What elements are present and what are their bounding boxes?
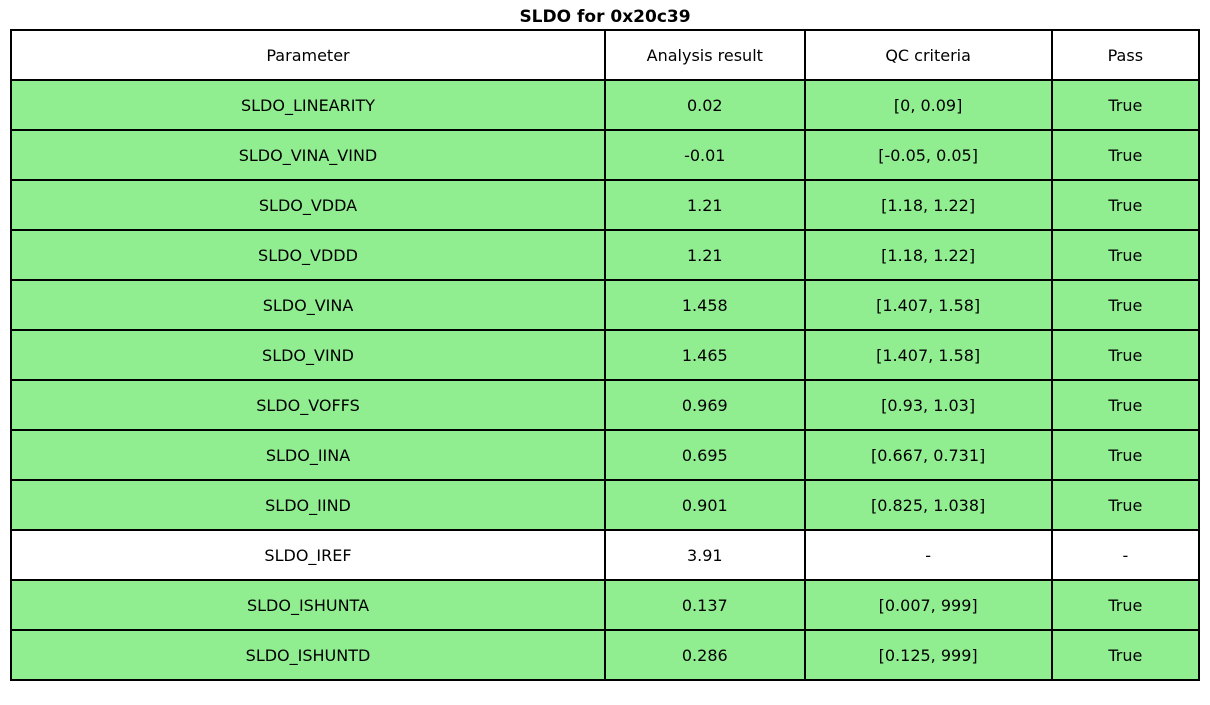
column-header-parameter: Parameter <box>10 29 606 81</box>
analysis-result-cell: 0.02 <box>604 79 806 131</box>
analysis-result-cell: 0.286 <box>604 629 806 681</box>
analysis-result-cell: 1.465 <box>604 329 806 381</box>
qc-criteria-cell: [1.18, 1.22] <box>803 229 1053 281</box>
qc-criteria-cell: [0, 0.09] <box>803 79 1053 131</box>
table-row: SLDO_VINA_VIND -0.01 [-0.05, 0.05] True <box>10 129 1201 181</box>
table-row: SLDO_VOFFS 0.969 [0.93, 1.03] True <box>10 379 1201 431</box>
analysis-result-cell: 0.969 <box>604 379 806 431</box>
pass-cell: True <box>1050 479 1201 531</box>
qc-criteria-cell: [1.407, 1.58] <box>803 279 1053 331</box>
pass-cell: True <box>1050 179 1201 231</box>
column-header-analysis-result: Analysis result <box>604 29 806 81</box>
header-row: Parameter Analysis result QC criteria Pa… <box>10 29 1201 81</box>
table-row: SLDO_IINA 0.695 [0.667, 0.731] True <box>10 429 1201 481</box>
table-row: SLDO_IIND 0.901 [0.825, 1.038] True <box>10 479 1201 531</box>
table-row: SLDO_VIND 1.465 [1.407, 1.58] True <box>10 329 1201 381</box>
analysis-result-cell: 0.901 <box>604 479 806 531</box>
pass-cell: True <box>1050 329 1201 381</box>
pass-cell: True <box>1050 629 1201 681</box>
parameter-cell: SLDO_ISHUNTA <box>10 579 606 631</box>
table-row: SLDO_LINEARITY 0.02 [0, 0.09] True <box>10 79 1201 131</box>
qc-criteria-cell: [0.93, 1.03] <box>803 379 1053 431</box>
table-row: SLDO_VINA 1.458 [1.407, 1.58] True <box>10 279 1201 331</box>
parameter-cell: SLDO_VINA <box>10 279 606 331</box>
chart-title: SLDO for 0x20c39 <box>519 7 691 27</box>
qc-criteria-cell: [0.125, 999] <box>803 629 1053 681</box>
parameter-cell: SLDO_VIND <box>10 329 606 381</box>
parameter-cell: SLDO_VINA_VIND <box>10 129 606 181</box>
table-row: SLDO_ISHUNTA 0.137 [0.007, 999] True <box>10 579 1201 631</box>
table-row: SLDO_IREF 3.91 - - <box>10 529 1201 581</box>
parameter-cell: SLDO_IIND <box>10 479 606 531</box>
analysis-result-cell: 1.21 <box>604 229 806 281</box>
qc-criteria-cell: [0.007, 999] <box>803 579 1053 631</box>
pass-cell: True <box>1050 229 1201 281</box>
analysis-result-cell: 1.21 <box>604 179 806 231</box>
pass-cell: True <box>1050 379 1201 431</box>
analysis-result-cell: -0.01 <box>604 129 806 181</box>
column-header-qc-criteria: QC criteria <box>803 29 1053 81</box>
parameter-cell: SLDO_VDDD <box>10 229 606 281</box>
qc-results-table: Parameter Analysis result QC criteria Pa… <box>10 29 1201 681</box>
qc-criteria-cell: [1.407, 1.58] <box>803 329 1053 381</box>
analysis-result-cell: 0.695 <box>604 429 806 481</box>
column-header-pass: Pass <box>1050 29 1201 81</box>
pass-cell: True <box>1050 79 1201 131</box>
table-row: SLDO_ISHUNTD 0.286 [0.125, 999] True <box>10 629 1201 681</box>
parameter-cell: SLDO_ISHUNTD <box>10 629 606 681</box>
table-row: SLDO_VDDD 1.21 [1.18, 1.22] True <box>10 229 1201 281</box>
parameter-cell: SLDO_LINEARITY <box>10 79 606 131</box>
analysis-result-cell: 1.458 <box>604 279 806 331</box>
parameter-cell: SLDO_VDDA <box>10 179 606 231</box>
parameter-cell: SLDO_IINA <box>10 429 606 481</box>
pass-cell: True <box>1050 279 1201 331</box>
qc-criteria-cell: - <box>803 529 1053 581</box>
table-row: SLDO_VDDA 1.21 [1.18, 1.22] True <box>10 179 1201 231</box>
parameter-cell: SLDO_IREF <box>10 529 606 581</box>
pass-cell: - <box>1050 529 1201 581</box>
analysis-result-cell: 3.91 <box>604 529 806 581</box>
analysis-result-cell: 0.137 <box>604 579 806 631</box>
table-body: SLDO_LINEARITY 0.02 [0, 0.09] True SLDO_… <box>10 79 1201 681</box>
qc-criteria-cell: [0.667, 0.731] <box>803 429 1053 481</box>
qc-criteria-cell: [-0.05, 0.05] <box>803 129 1053 181</box>
parameter-cell: SLDO_VOFFS <box>10 379 606 431</box>
qc-criteria-cell: [0.825, 1.038] <box>803 479 1053 531</box>
qc-criteria-cell: [1.18, 1.22] <box>803 179 1053 231</box>
pass-cell: True <box>1050 579 1201 631</box>
pass-cell: True <box>1050 429 1201 481</box>
pass-cell: True <box>1050 129 1201 181</box>
